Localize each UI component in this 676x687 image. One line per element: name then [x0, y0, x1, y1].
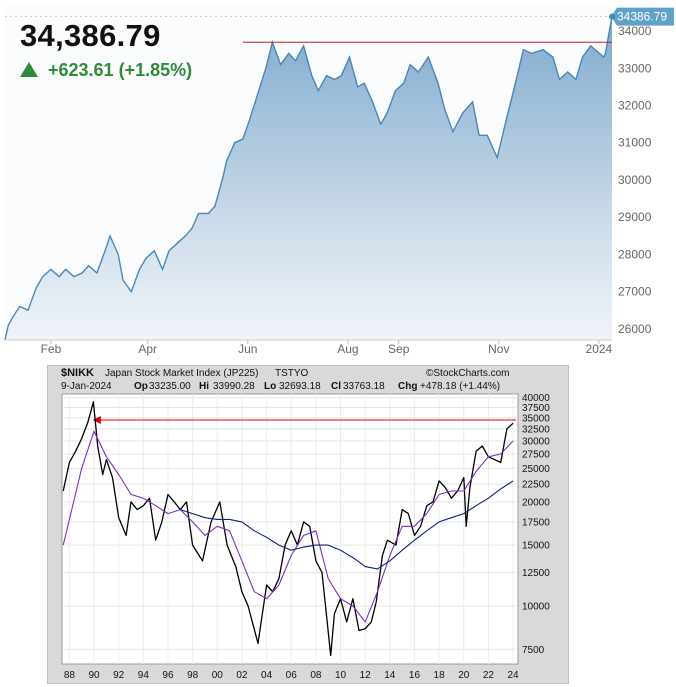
series-line-2	[62, 430, 514, 623]
last-value-badge	[611, 7, 674, 26]
bottom-chart-panel: 7500 10000 12500 15000 17500 20000 22500 25000 2…	[47, 365, 569, 684]
x-tick-label: 24	[508, 670, 520, 681]
x-tick-label: 20	[458, 670, 470, 681]
close-label: Cl	[331, 381, 341, 392]
chart-date: 9-Jan-2024	[61, 381, 112, 392]
plot-area	[61, 393, 519, 665]
y-tick-label: 33000	[618, 61, 652, 75]
y-tick-label: 32000	[618, 99, 652, 113]
y-tick-label: 29000	[618, 210, 652, 224]
x-tick-label: Aug	[337, 342, 358, 356]
y-tick-label: 35000	[522, 413, 550, 424]
brand-label: ©StockCharts.com	[426, 368, 510, 379]
high-label: Hi	[199, 381, 209, 392]
resistance-arrow-icon	[92, 415, 101, 424]
x-tick-label: 18	[434, 670, 446, 681]
x-tick-label: 98	[187, 670, 199, 681]
y-tick-label: 31000	[618, 136, 652, 150]
x-tick-label: 88	[64, 670, 76, 681]
y-tick-label: 34000	[618, 24, 652, 38]
x-tick-label: 06	[286, 670, 298, 681]
series-line-3	[180, 480, 514, 570]
y-tick-label: 28000	[618, 247, 652, 261]
price-block: 34,386.79 +623.61 (+1.85%)	[20, 18, 192, 81]
x-tick-label: Apr	[138, 342, 157, 356]
x-tick-label: 16	[409, 670, 421, 681]
x-tick-label: 04	[261, 670, 273, 681]
y-tick-label: 26000	[618, 322, 652, 336]
last-value-dot	[609, 13, 615, 20]
y-tick-label: 22500	[522, 480, 550, 491]
x-tick-label: Jun	[238, 342, 257, 356]
y-tick-label: 10000	[522, 602, 550, 613]
x-tick-label: Feb	[41, 342, 62, 356]
chg-value: +478.18 (+1.44%)	[420, 381, 501, 392]
y-tick-label: 25000	[522, 464, 550, 475]
chart-name: Japan Stock Market Index (JP225)	[105, 368, 259, 379]
price-change-text: +623.61 (+1.85%)	[48, 60, 193, 80]
x-tick-label: 10	[335, 670, 347, 681]
bottom-line-chart: 7500 10000 12500 15000 17500 20000 22500 25000 2…	[61, 393, 550, 681]
x-tick-label: 08	[310, 670, 322, 681]
up-arrow-icon	[20, 62, 38, 77]
x-tick-label: 02	[236, 670, 248, 681]
x-tick-label: 90	[88, 670, 100, 681]
y-tick-label: 27000	[618, 285, 652, 299]
low-value: 32693.18	[279, 381, 321, 392]
y-tick-label: 20000	[522, 497, 550, 508]
price-value: 34,386.79	[20, 18, 161, 53]
x-tick-label: Sep	[388, 342, 410, 356]
top-area-chart: 26000 27000 28000 29000 30000 31000 32000 33000…	[4, 7, 674, 356]
y-tick-label: 30000	[522, 436, 550, 447]
y-tick-label: 7500	[522, 645, 545, 656]
top-chart-panel: 26000 27000 28000 29000 30000 31000 32000 33000…	[4, 7, 674, 356]
y-tick-label: 27500	[522, 450, 550, 461]
close-value: 33763.18	[343, 381, 385, 392]
x-tick-label: 96	[162, 670, 174, 681]
y-tick-label: 32500	[522, 424, 550, 435]
x-tick-label: 94	[138, 670, 150, 681]
y-tick-label: 17500	[522, 517, 550, 528]
y-tick-label: 40000	[522, 393, 550, 404]
open-value: 33235.00	[149, 381, 191, 392]
open-label: Op	[134, 381, 148, 392]
y-tick-label: 30000	[618, 173, 652, 187]
x-tick-label: Nov	[488, 342, 509, 356]
chg-label: Chg	[398, 381, 418, 392]
last-value-text: 34386.79	[617, 10, 667, 24]
low-label: Lo	[264, 381, 277, 392]
chart-symbol: $NIKK	[61, 367, 95, 379]
x-tick-label: 14	[384, 670, 396, 681]
y-tick-label: 12500	[522, 568, 550, 579]
x-tick-label: 00	[212, 670, 224, 681]
y-tick-label: 37500	[522, 403, 550, 414]
high-value: 33990.28	[213, 381, 255, 392]
x-tick-label: 2024	[586, 342, 613, 356]
x-tick-label: 12	[360, 670, 372, 681]
area-fill	[5, 16, 612, 340]
series-line	[4, 16, 613, 341]
x-tick-label: 22	[483, 670, 495, 681]
chart-exchange: TSTYO	[275, 368, 309, 379]
y-tick-label: 15000	[522, 541, 550, 552]
price-change: +623.61 (+1.85%)	[20, 60, 192, 81]
x-tick-label: 92	[113, 670, 125, 681]
